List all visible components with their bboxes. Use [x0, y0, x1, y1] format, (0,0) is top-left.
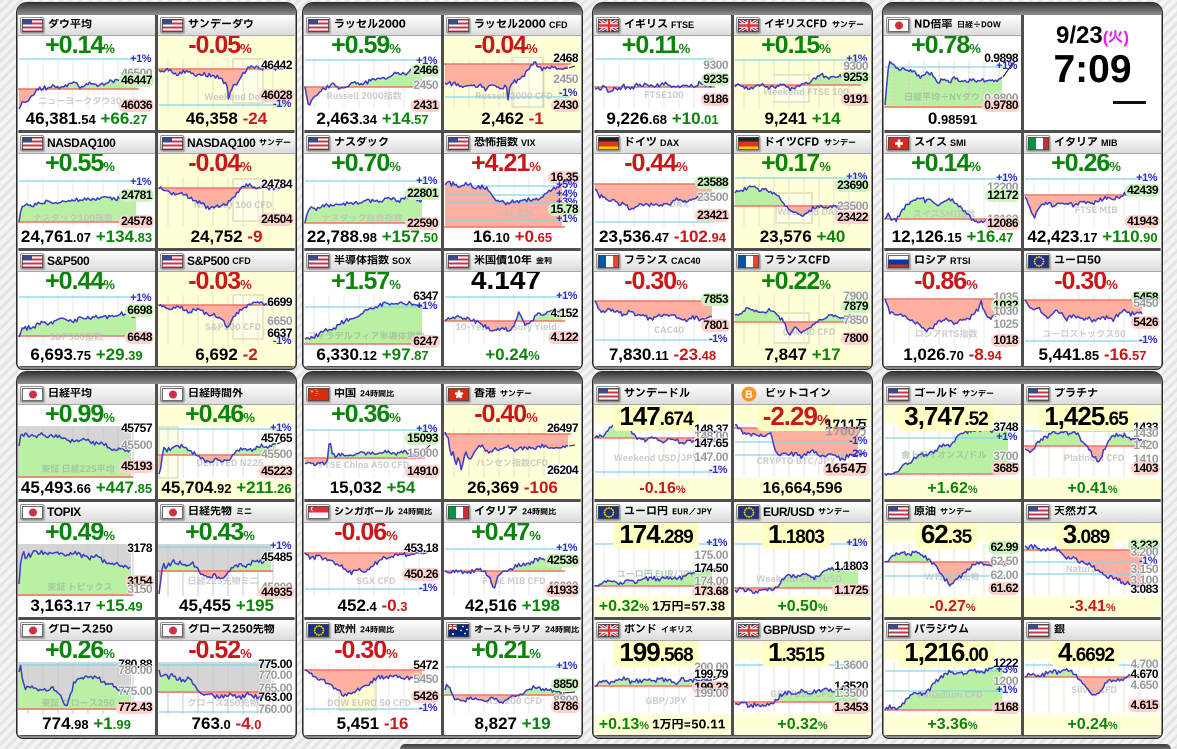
svg-text:B: B [745, 389, 753, 401]
